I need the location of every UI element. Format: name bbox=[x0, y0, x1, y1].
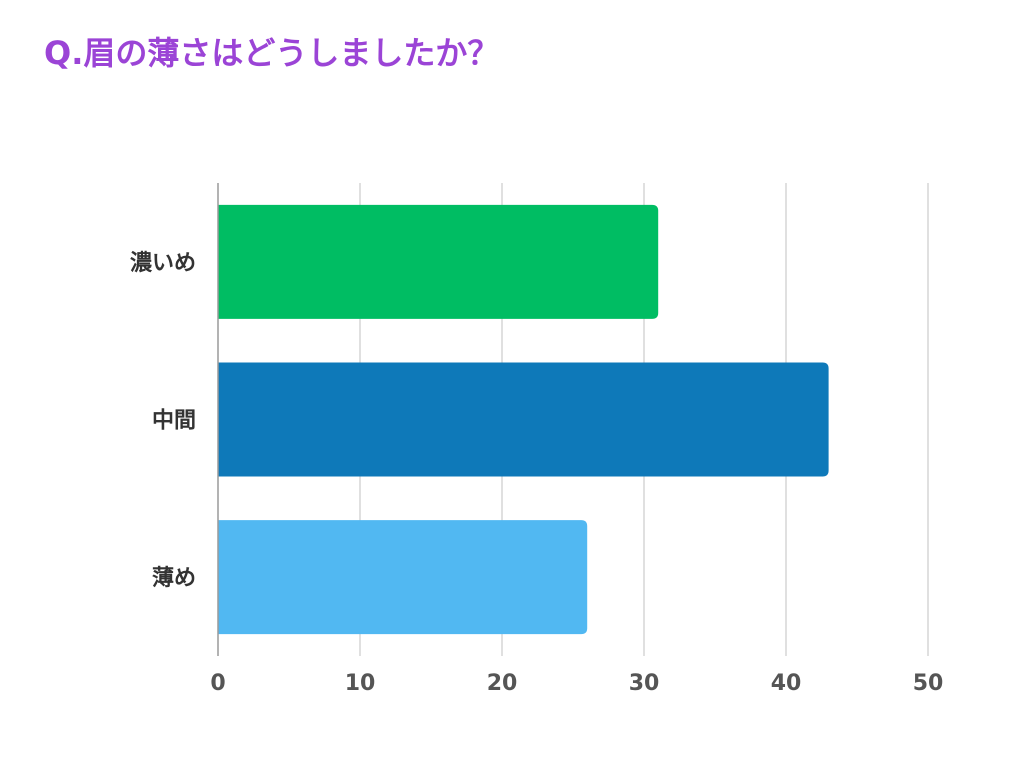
bar-2 bbox=[218, 362, 829, 477]
category-label: 中間 bbox=[152, 409, 196, 434]
x-tick-label: 10 bbox=[345, 671, 376, 696]
x-tick-label: 40 bbox=[771, 671, 802, 696]
x-axis-ticks: 0 10 20 30 40 50 bbox=[210, 671, 943, 696]
x-tick-label: 30 bbox=[629, 671, 660, 696]
bars bbox=[218, 204, 829, 635]
chart-title: Q.眉の薄さはどうしましたか？ bbox=[44, 34, 500, 72]
bar-3 bbox=[218, 520, 588, 635]
x-tick-label: 50 bbox=[913, 671, 944, 696]
bar-1 bbox=[218, 204, 659, 319]
category-label: 薄め bbox=[152, 566, 196, 591]
x-tick-label: 0 bbox=[210, 671, 225, 696]
x-tick-label: 20 bbox=[487, 671, 518, 696]
category-label: 濃いめ bbox=[130, 251, 196, 276]
